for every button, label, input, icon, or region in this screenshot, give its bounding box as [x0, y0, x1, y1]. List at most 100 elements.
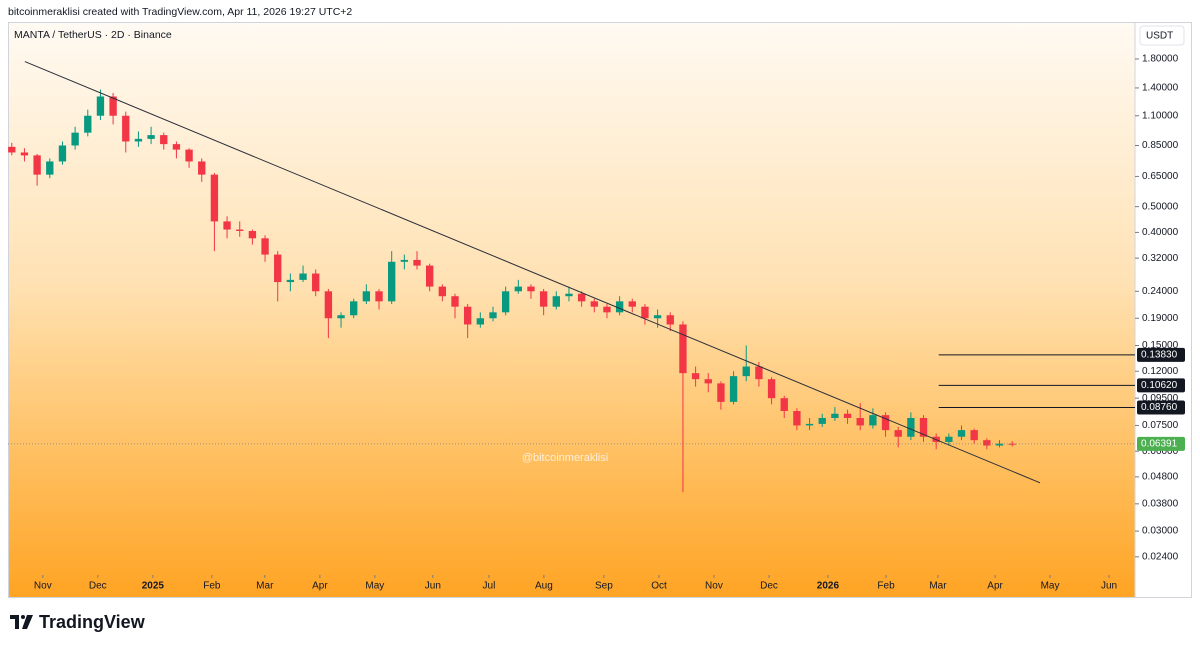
candle-body	[299, 273, 307, 280]
candle-body	[489, 312, 497, 319]
last-price-box	[1137, 436, 1185, 451]
candle-body	[160, 135, 168, 145]
y-tick-label: 1.80000	[1142, 54, 1179, 65]
currency-button[interactable]	[1139, 25, 1185, 46]
level-label-box	[1137, 347, 1185, 362]
candle-body	[565, 293, 573, 297]
candle-body	[666, 315, 674, 325]
candle-body	[793, 410, 801, 426]
candle-body	[780, 398, 788, 411]
candle-body	[818, 417, 826, 424]
y-tick-label: 0.32000	[1142, 253, 1179, 264]
candle-body	[539, 291, 548, 307]
candle-body	[805, 423, 814, 426]
x-tick-label: Feb	[877, 581, 895, 592]
candle-body	[970, 430, 978, 441]
candle-body	[388, 261, 396, 302]
candle-body	[198, 161, 206, 175]
candle-body	[426, 265, 434, 287]
candle-body	[236, 229, 244, 231]
candle-body	[957, 430, 966, 437]
x-tick-label: Jun	[1101, 581, 1117, 592]
y-tick-label: 1.10000	[1142, 110, 1179, 121]
x-tick-label: May	[1041, 581, 1060, 592]
level-label: 0.13830	[1141, 350, 1178, 361]
x-tick-label: Aug	[535, 581, 553, 592]
y-tick-label: 0.03000	[1142, 526, 1179, 537]
candle-body	[881, 415, 890, 431]
candle-body	[261, 238, 269, 255]
x-tick-label: Dec	[760, 581, 778, 592]
candle-body	[147, 135, 155, 139]
candle-body	[84, 115, 92, 133]
candle-body	[843, 413, 852, 418]
candle-body	[552, 296, 560, 307]
level-label: 0.08760	[1141, 402, 1178, 413]
candle-body	[590, 301, 598, 307]
candle-body	[210, 174, 219, 222]
chart-frame	[8, 22, 1192, 598]
candle-body	[476, 318, 484, 325]
x-tick-label: Apr	[312, 581, 328, 592]
candle-body	[451, 296, 459, 307]
x-tick-label: Apr	[987, 581, 1003, 592]
candle-body	[742, 366, 750, 377]
candle-body	[33, 155, 41, 175]
candle-body	[20, 152, 29, 156]
candle-body	[869, 415, 877, 426]
y-tick-label: 0.06000	[1142, 446, 1179, 457]
candle-body	[375, 291, 383, 302]
x-tick-label: 2026	[817, 581, 840, 592]
brand-name: TradingView	[39, 612, 146, 632]
plot: 1.80000 1.40000 1.10000 0.85000 0.65000 0.500…	[8, 54, 1185, 592]
y-tick-label: 0.50000	[1142, 201, 1179, 212]
candle-body	[628, 301, 636, 307]
candle-body	[96, 96, 105, 116]
candle-body	[945, 436, 953, 442]
candle-body	[729, 376, 738, 402]
candle-body	[907, 417, 915, 437]
y-tick-label: 0.02400	[1142, 551, 1179, 562]
candle-body	[58, 145, 67, 162]
candle-body	[46, 161, 54, 175]
candle-body	[337, 315, 345, 319]
candle-body	[274, 254, 282, 283]
candle-body	[109, 96, 117, 116]
y-tick-label: 0.04800	[1142, 472, 1179, 483]
candle-body	[350, 301, 358, 316]
level-label: 0.10620	[1141, 380, 1178, 391]
candle-body	[248, 230, 257, 239]
y-tick-label: 0.85000	[1142, 140, 1179, 151]
brand-logo	[10, 615, 33, 629]
candle-body	[527, 286, 535, 292]
x-tick-label: Nov	[705, 581, 723, 592]
candle-body	[122, 115, 130, 142]
candle-body	[286, 279, 295, 283]
y-tick-label: 0.15000	[1142, 340, 1179, 351]
x-tick-label: Mar	[256, 581, 274, 592]
candle-body	[8, 146, 16, 153]
candle-body	[717, 383, 725, 402]
candle-body	[501, 291, 510, 313]
x-tick-label: May	[365, 581, 384, 592]
x-tick-label: Dec	[89, 581, 107, 592]
candle-body	[831, 413, 839, 418]
candle-body	[438, 286, 447, 297]
candle-body	[983, 440, 991, 446]
candle-body	[514, 286, 522, 292]
trendline	[24, 61, 1041, 484]
candle-body	[223, 221, 231, 230]
candle-body	[679, 324, 687, 374]
y-tick-label: 0.65000	[1142, 171, 1179, 182]
candle-body	[134, 138, 143, 142]
candle-body	[767, 379, 776, 399]
y-tick-label: 0.09500	[1142, 393, 1179, 404]
candle-body	[71, 132, 79, 146]
candle-body	[400, 259, 409, 262]
symbol-title: MANTA / TetherUS · 2D · Binance	[14, 29, 172, 41]
x-tick-label: Mar	[929, 581, 947, 592]
logo-dot	[21, 615, 25, 619]
x-tick-label: Jul	[483, 581, 496, 592]
candle-body	[919, 417, 928, 437]
y-tick-label: 0.03800	[1142, 498, 1179, 509]
